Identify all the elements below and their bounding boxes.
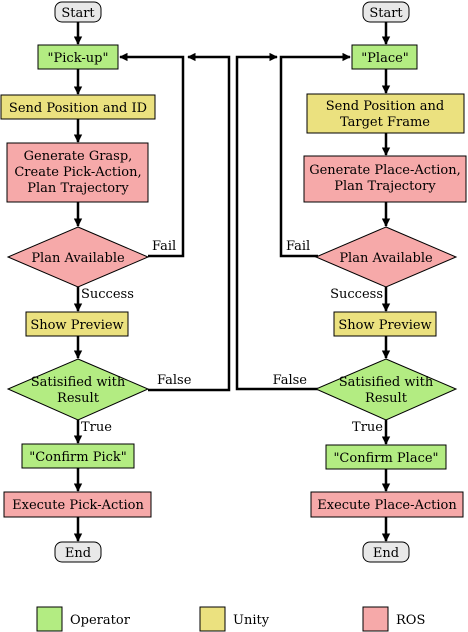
- plan-available-label: Plan Available: [31, 251, 125, 266]
- start-label: Start: [61, 6, 95, 21]
- place-false-label: False: [273, 373, 308, 388]
- place-plan-available-label: Plan Available: [339, 251, 433, 266]
- place-satisfied-decision: [314, 358, 458, 421]
- false-label: False: [157, 373, 192, 388]
- pickup-box: [37, 44, 119, 70]
- send-position-frame-line-1: Send Position and: [326, 99, 444, 114]
- fail-label: Fail: [152, 239, 176, 254]
- place-box: [351, 44, 418, 70]
- edge-false-loop: [148, 52, 231, 392]
- generate-place-box: [303, 155, 467, 203]
- generate-place-line-2: Plan Trajectory: [334, 179, 436, 194]
- end-label: End: [65, 546, 91, 561]
- place-success-label: Success: [330, 287, 383, 302]
- legend-ros-swatch: [362, 606, 389, 632]
- edge-place-fail-loop: [279, 52, 351, 258]
- place-plan-available-decision: [314, 226, 458, 288]
- send-position-id-box: [0, 94, 156, 120]
- send-position-frame-line-2: Target Frame: [340, 115, 430, 130]
- end-terminal: [54, 541, 102, 563]
- generate-grasp-line-1: Generate Grasp,: [24, 149, 133, 164]
- legend-unity-label: Unity: [233, 613, 270, 628]
- place-flow: Start "Place" Send Position and Target F…: [235, 1, 467, 563]
- place-start-terminal: [362, 1, 410, 23]
- plan-available-decision: [6, 226, 150, 288]
- pickup-label: "Pick-up": [48, 51, 109, 66]
- confirm-pick-label: "Confirm Pick": [29, 450, 127, 465]
- place-show-preview-label: Show Preview: [338, 318, 431, 333]
- place-label: "Place": [361, 51, 409, 66]
- place-end-terminal: [362, 541, 410, 563]
- execute-pick-box: [3, 491, 152, 518]
- legend: Operator Unity ROS: [36, 606, 425, 632]
- legend-unity-swatch: [199, 606, 226, 632]
- edge-fail-loop: [119, 52, 185, 258]
- show-preview-label: Show Preview: [30, 318, 123, 333]
- place-start-label: Start: [369, 6, 403, 21]
- place-end-label: End: [373, 546, 399, 561]
- satisfied-line-1: Satisified with: [31, 375, 126, 390]
- place-true-label: True: [352, 420, 383, 435]
- place-satisfied-line-1: Satisified with: [339, 375, 434, 390]
- satisfied-line-2: Result: [57, 391, 100, 406]
- generate-grasp-line-3: Plan Trajectory: [27, 181, 129, 196]
- start-terminal: [54, 1, 102, 23]
- generate-place-line-1: Generate Place-Action,: [309, 163, 461, 178]
- satisfied-decision: [6, 358, 150, 421]
- legend-ros-label: ROS: [396, 613, 425, 628]
- place-satisfied-line-2: Result: [365, 391, 408, 406]
- confirm-place-label: "Confirm Place": [333, 451, 438, 466]
- show-preview-box: [25, 311, 129, 337]
- legend-operator-label: Operator: [70, 613, 131, 628]
- execute-place-box: [310, 491, 464, 518]
- pick-flow: Start "Pick-up" Send Position and ID Gen…: [0, 1, 231, 563]
- confirm-place-box: [325, 444, 447, 470]
- edge-place-false-loop: [235, 52, 318, 391]
- place-fail-label: Fail: [286, 239, 310, 254]
- send-position-frame-box: [306, 93, 465, 134]
- place-show-preview-box: [333, 311, 437, 337]
- send-position-id-label: Send Position and ID: [9, 101, 147, 116]
- confirm-pick-box: [21, 443, 135, 469]
- generate-grasp-line-2: Create Pick-Action,: [14, 165, 141, 180]
- legend-operator-swatch: [36, 606, 63, 632]
- true-label: True: [81, 420, 112, 435]
- execute-pick-label: Execute Pick-Action: [12, 498, 144, 513]
- generate-grasp-box: [6, 142, 149, 203]
- success-label: Success: [81, 287, 134, 302]
- execute-place-label: Execute Place-Action: [317, 498, 457, 513]
